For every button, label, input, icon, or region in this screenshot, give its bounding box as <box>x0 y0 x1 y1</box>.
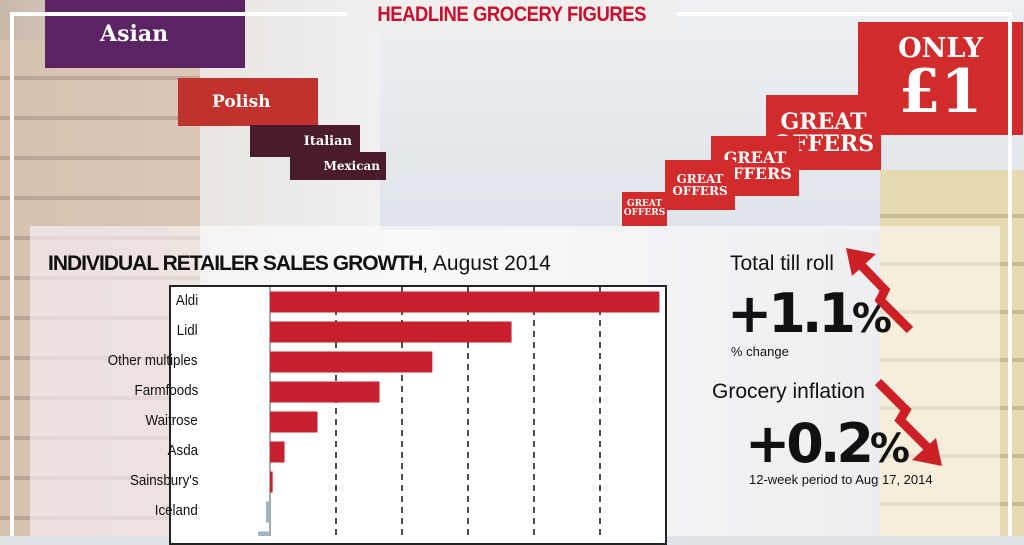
headline-banner: HEADLINE GROCERY FIGURES <box>347 0 677 30</box>
category-label: Farmfoods <box>134 383 198 399</box>
sign-polish: Polish <box>178 78 318 126</box>
category-label: Waitrose <box>145 413 198 429</box>
bar-lidl <box>270 321 512 343</box>
headline-title: HEADLINE GROCERY FIGURES <box>377 3 647 26</box>
sign-mexican: Mexican <box>290 152 386 180</box>
bar-farmfoods <box>270 381 380 403</box>
chart-title-main: INDIVIDUAL RETAILER SALES GROWTH <box>48 252 423 275</box>
sign-offers-text-4: OFFERS <box>623 208 666 218</box>
sign-great-text-4: GREAT <box>626 199 663 209</box>
frame-line-left <box>10 12 14 536</box>
bar-sainsbury-s <box>270 471 273 493</box>
bar-iceland <box>266 501 270 523</box>
chart-title: INDIVIDUAL RETAILER SALES GROWTH, August… <box>48 252 551 276</box>
sign-asian: Asian <box>45 0 245 68</box>
inflation-unit: % <box>869 426 910 472</box>
sign-offers-text-2: OFFERS <box>718 164 792 183</box>
sign-only-1: ONLY £1 <box>858 22 1023 135</box>
category-label: Sainsbury's <box>129 473 198 489</box>
category-label: Asda <box>167 443 198 459</box>
bar-asda <box>270 441 285 463</box>
till-roll-note: % change <box>731 344 789 359</box>
sign-great-text-3: GREAT <box>676 172 724 186</box>
sign-great-text: GREAT <box>780 108 867 135</box>
inflation-note: 12-week period to Aug 17, 2014 <box>749 472 933 487</box>
bar-aldi <box>270 291 660 313</box>
sign-offers-text-3: OFFERS <box>672 184 728 198</box>
inflation-value: +0.2% <box>745 412 910 475</box>
sign-great-text-2: GREAT <box>723 148 787 167</box>
category-label: Iceland <box>154 503 198 519</box>
frame-line-right <box>1008 12 1012 536</box>
category-label: Aldi <box>175 293 198 309</box>
sign-pound-text: £1 <box>898 57 983 127</box>
till-roll-label: Total till roll <box>730 252 834 275</box>
till-roll-value: +1.1% <box>727 282 892 345</box>
category-label: Other multiples <box>108 353 198 369</box>
inflation-label: Grocery inflation <box>712 380 865 403</box>
sign-great-offers-4: GREAT OFFERS <box>622 192 667 226</box>
category-label: Lidl <box>177 323 198 339</box>
sign-only-text: ONLY <box>898 33 983 64</box>
till-roll-number: +1.1 <box>727 282 856 345</box>
info-panel-tint <box>30 226 170 536</box>
inflation-number: +0.2 <box>745 412 874 475</box>
bar-other-multiples <box>270 351 433 373</box>
till-roll-unit: % <box>851 296 892 342</box>
bar-waitrose <box>270 411 318 433</box>
sign-great-offers-3: GREAT OFFERS <box>665 160 735 210</box>
chart-subtitle: , August 2014 <box>422 252 551 275</box>
sign-italian: Italian <box>250 125 360 157</box>
bar-unlabeled <box>258 531 270 536</box>
